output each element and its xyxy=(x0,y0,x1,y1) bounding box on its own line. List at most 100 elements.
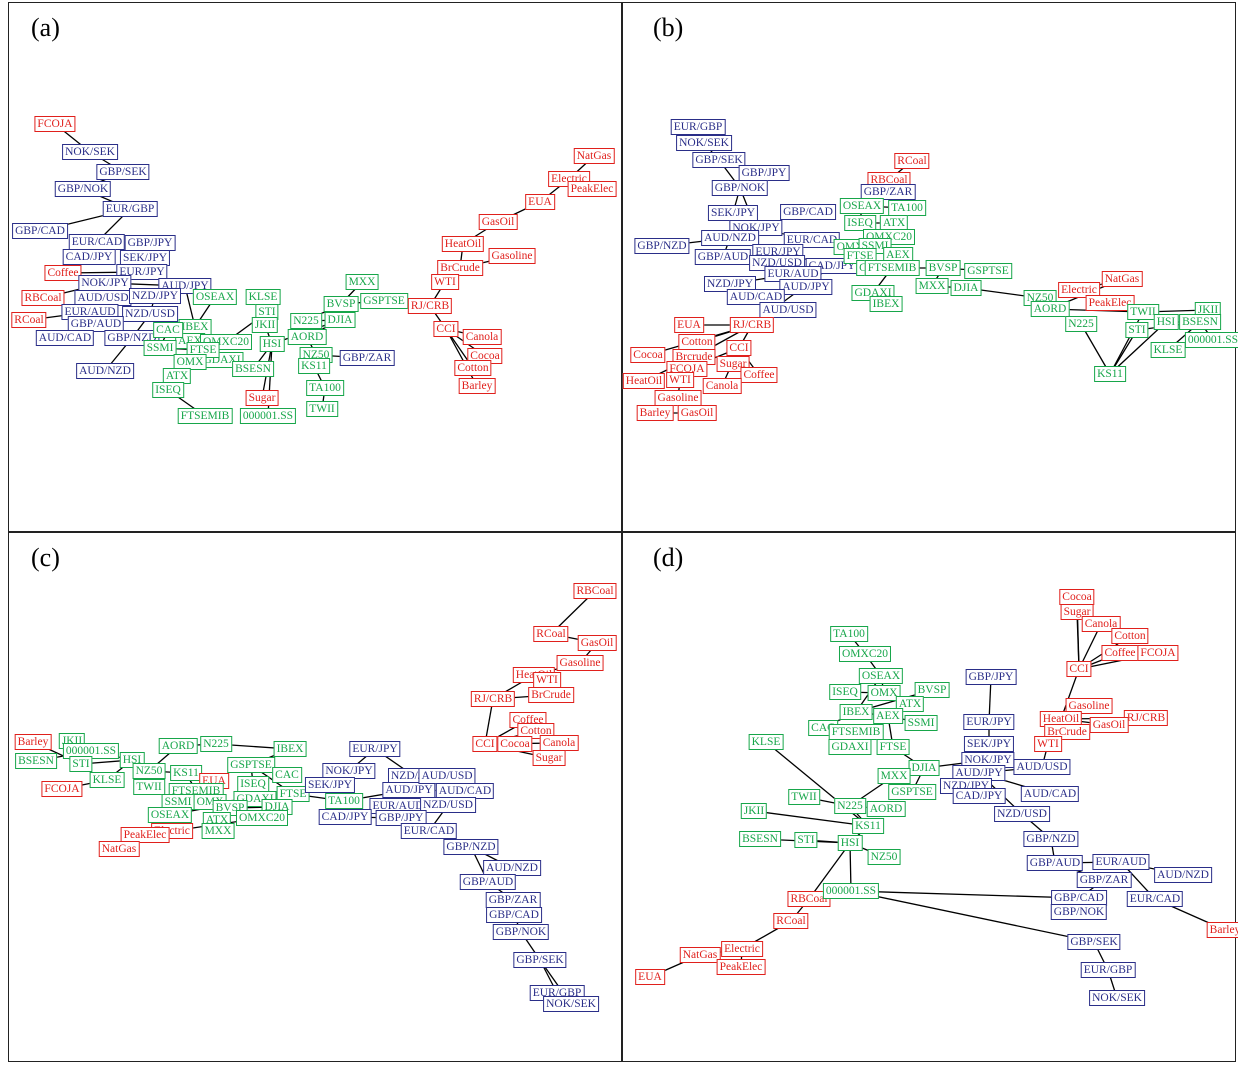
node-barley: Barley xyxy=(14,734,52,750)
node-twii: TWII xyxy=(788,789,820,805)
node-peakelec: PeakElec xyxy=(1085,295,1135,311)
node-aex: AEX xyxy=(873,708,903,724)
node-nzd-usd: NZD/USD xyxy=(994,806,1050,822)
panel-b: (b) xyxy=(622,2,1236,532)
node-cac: CAC xyxy=(272,767,302,783)
node-rbcoal: RBCoal xyxy=(787,891,831,907)
node-natgas: NatGas xyxy=(679,947,721,963)
edge-d xyxy=(753,810,869,827)
node-sti: STI xyxy=(255,304,279,320)
node-bvsp: BVSP xyxy=(323,296,359,312)
node-cocoa: Cocoa xyxy=(1059,589,1095,605)
node-bvsp: BVSP xyxy=(914,682,950,698)
node-gasoline: Gasoline xyxy=(654,390,702,406)
node-cotton: Cotton xyxy=(1111,628,1149,644)
node-coffee: Coffee xyxy=(1101,645,1139,661)
node-canola: Canola xyxy=(1081,616,1121,632)
node-gbp-aud: GBP/AUD xyxy=(694,249,752,265)
node-barley: Barley xyxy=(636,405,674,421)
node-000001-ss: 000001.SS xyxy=(822,883,880,899)
node-sti: STI xyxy=(69,756,93,772)
panel-label: (d) xyxy=(653,543,684,572)
node-nz50: NZ50 xyxy=(132,763,166,779)
node-gbp-nzd: GBP/NZD xyxy=(1023,831,1079,847)
node-iseq: ISEQ xyxy=(237,776,269,792)
node-rcoal: RCoal xyxy=(11,312,47,328)
node-aud-nzd: AUD/NZD xyxy=(483,860,541,876)
node-nzd-usd: NZD/USD xyxy=(420,797,476,813)
node-ta100: TA100 xyxy=(325,793,363,809)
node-mxx: MXX xyxy=(201,823,235,839)
node-n225: N225 xyxy=(1065,316,1097,332)
node-cci: CCI xyxy=(1066,661,1092,677)
node-aord: AORD xyxy=(1030,301,1070,317)
node-iseq: ISEQ xyxy=(844,215,876,231)
node-peakelec: PeakElec xyxy=(716,959,766,975)
node-sti: STI xyxy=(1125,322,1149,338)
node-aud-jpy: AUD/JPY xyxy=(382,782,436,798)
node-gasoline: Gasoline xyxy=(488,248,536,264)
node-gbp-sek: GBP/SEK xyxy=(1067,934,1121,950)
node-jkii: JKII xyxy=(740,803,768,819)
node-cad-jpy: CAD/JPY xyxy=(318,809,372,825)
node-djia: DJIA xyxy=(950,280,982,296)
node-djia: DJIA xyxy=(908,760,940,776)
node-fcoja: FCOJA xyxy=(1137,645,1179,661)
node-nok-sek: NOK/SEK xyxy=(1089,990,1145,1006)
edge-d xyxy=(808,842,851,900)
node-wti: WTI xyxy=(431,274,459,290)
node-barley: Barley xyxy=(458,378,496,394)
node-twii: TWII xyxy=(1127,304,1159,320)
node-aord: AORD xyxy=(158,738,198,754)
node-ks11: KS11 xyxy=(298,358,330,374)
node-ftsemib: FTSEMIB xyxy=(828,724,884,740)
node-aud-cad: AUD/CAD xyxy=(726,289,786,305)
node-omxc20: OMXC20 xyxy=(838,646,892,662)
node-cotton: Cotton xyxy=(678,334,716,350)
node-aud-jpy: AUD/JPY xyxy=(952,765,1006,781)
node-ks11: KS11 xyxy=(1094,366,1126,382)
edge-b xyxy=(1080,323,1111,375)
node-nok-sek: NOK/SEK xyxy=(676,135,732,151)
node-oseax: OSEAX xyxy=(192,289,238,305)
node-n225: N225 xyxy=(200,736,232,752)
node-eur-jpy: EUR/JPY xyxy=(963,714,1015,730)
panel-label: (a) xyxy=(31,13,60,42)
node-bsesn: BSESN xyxy=(739,831,781,847)
node-natgas: NatGas xyxy=(1101,271,1143,287)
node-ssmi: SSMI xyxy=(143,340,177,356)
panel-label: (c) xyxy=(31,543,60,572)
node-hsi: HSI xyxy=(1153,314,1179,330)
node-sek-jpy: SEK/JPY xyxy=(119,250,171,266)
panel-a: (a) xyxy=(8,2,622,532)
node-ftsemib: FTSEMIB xyxy=(864,260,920,276)
node-canola: Canola xyxy=(539,735,579,751)
node-sugar: Sugar xyxy=(245,390,279,406)
node-gsptse: GSPTSE xyxy=(227,757,275,773)
node-gasoil: GasOil xyxy=(1089,717,1129,733)
node-nok-sek: NOK/SEK xyxy=(62,144,118,160)
node-nok-jpy: NOK/JPY xyxy=(322,763,376,779)
node-nz50: NZ50 xyxy=(867,849,901,865)
node-ftsemib: FTSEMIB xyxy=(177,408,233,424)
node-rj-crb: RJ/CRB xyxy=(470,691,516,707)
node-gbp-nzd: GBP/NZD xyxy=(443,839,499,855)
node-rj-crb: RJ/CRB xyxy=(407,298,453,314)
node-000001-ss: 000001.SS xyxy=(1184,332,1238,348)
node-mxx: MXX xyxy=(345,274,379,290)
node-gasoline: Gasoline xyxy=(1065,698,1113,714)
node-oseax: OSEAX xyxy=(858,668,904,684)
node-heatoil: HeatOil xyxy=(622,373,666,389)
node-coffee: Coffee xyxy=(44,265,82,281)
node-djia: DJIA xyxy=(324,312,356,328)
node-gsptse: GSPTSE xyxy=(964,263,1012,279)
edge-a xyxy=(445,328,478,387)
node-gbp-nok: GBP/NOK xyxy=(54,181,112,197)
node-rj-crb: RJ/CRB xyxy=(1123,710,1169,726)
node-bvsp: BVSP xyxy=(925,260,961,276)
node-rbcoal: RBCoal xyxy=(21,290,65,306)
node-cocoa: Cocoa xyxy=(630,347,666,363)
node-aud-usd: AUD/USD xyxy=(418,768,476,784)
node-ta100: TA100 xyxy=(830,626,868,642)
node-gbp-aud: GBP/AUD xyxy=(1026,855,1084,871)
